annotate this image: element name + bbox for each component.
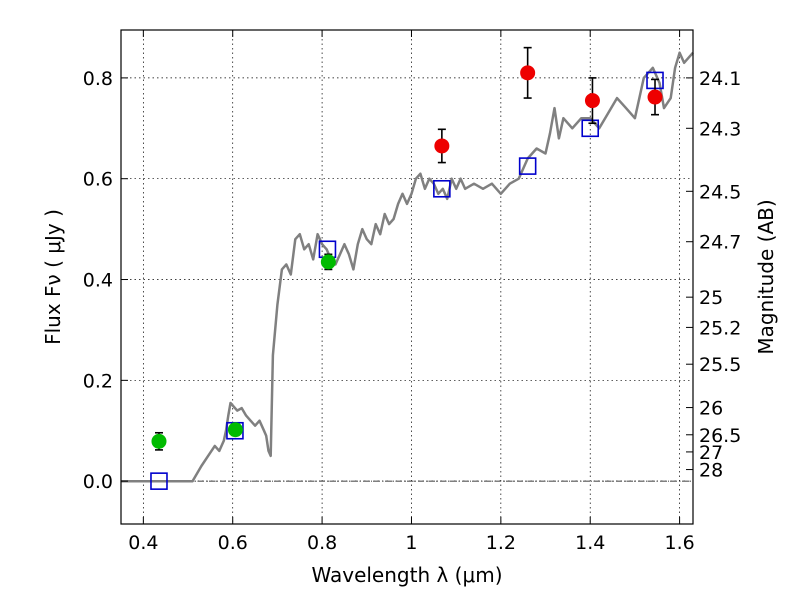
sed-curve-group xyxy=(121,51,694,483)
x-tick-label: 1.2 xyxy=(486,532,516,554)
right-tick-label: 25 xyxy=(699,287,723,309)
x-tick-label: 0.4 xyxy=(128,532,158,554)
right-tick-label: 24.3 xyxy=(699,118,741,140)
y-tick-label: 0.4 xyxy=(83,270,113,292)
observed-flux-point xyxy=(227,422,243,438)
observed-flux-point xyxy=(584,93,600,109)
y-tick-label: 0.2 xyxy=(83,370,113,392)
observed-flux-point xyxy=(520,65,536,81)
x-axis-ticks: 0.4 0.6 0.8 1 1.2 1.4 1.6 xyxy=(128,30,695,554)
model-photometry-square xyxy=(433,179,451,198)
y-axis-ticks: 0.0 0.2 0.4 0.6 0.8 xyxy=(83,68,128,493)
right-tick-label: 24.1 xyxy=(699,68,741,90)
right-tick-label: 25.2 xyxy=(699,317,741,339)
right-tick-label: 26.5 xyxy=(699,425,741,447)
right-tick-label: 25.5 xyxy=(699,354,741,376)
model-photometry-square xyxy=(518,157,537,175)
model-photometry-square xyxy=(581,119,600,138)
observed-flux-point xyxy=(647,89,663,105)
observed-flux-point xyxy=(434,138,450,154)
model-photometry-square xyxy=(150,472,168,490)
sed-model-curve xyxy=(121,51,694,483)
x-tick-label: 1.6 xyxy=(664,532,694,554)
y-tick-label: 0.8 xyxy=(83,68,113,90)
x-axis-label: Wavelength λ (μm) xyxy=(311,563,502,587)
observed-flux-point xyxy=(151,433,167,449)
x-tick-label: 0.6 xyxy=(218,532,248,554)
right-tick-label: 24.7 xyxy=(699,232,741,254)
grid-lines xyxy=(121,30,693,524)
y-axis-label: Flux Fν ( μJy ) xyxy=(41,209,65,345)
plot-frame xyxy=(120,29,694,525)
x-tick-label: 1.4 xyxy=(575,532,605,554)
right-tick-label: 28 xyxy=(699,460,723,482)
x-tick-label: 1 xyxy=(405,532,417,554)
right-axis-label: Magnitude (AB) xyxy=(754,199,778,354)
observed-flux-point xyxy=(320,254,336,270)
right-tick-label: 27 xyxy=(699,442,723,464)
y-tick-label: 0.6 xyxy=(83,169,113,191)
right-tick-label: 24.5 xyxy=(699,181,741,203)
photometry-markers xyxy=(150,46,664,490)
y-tick-label: 0.0 xyxy=(83,471,113,493)
x-tick-label: 0.8 xyxy=(307,532,337,554)
right-tick-label: 26 xyxy=(699,398,723,420)
